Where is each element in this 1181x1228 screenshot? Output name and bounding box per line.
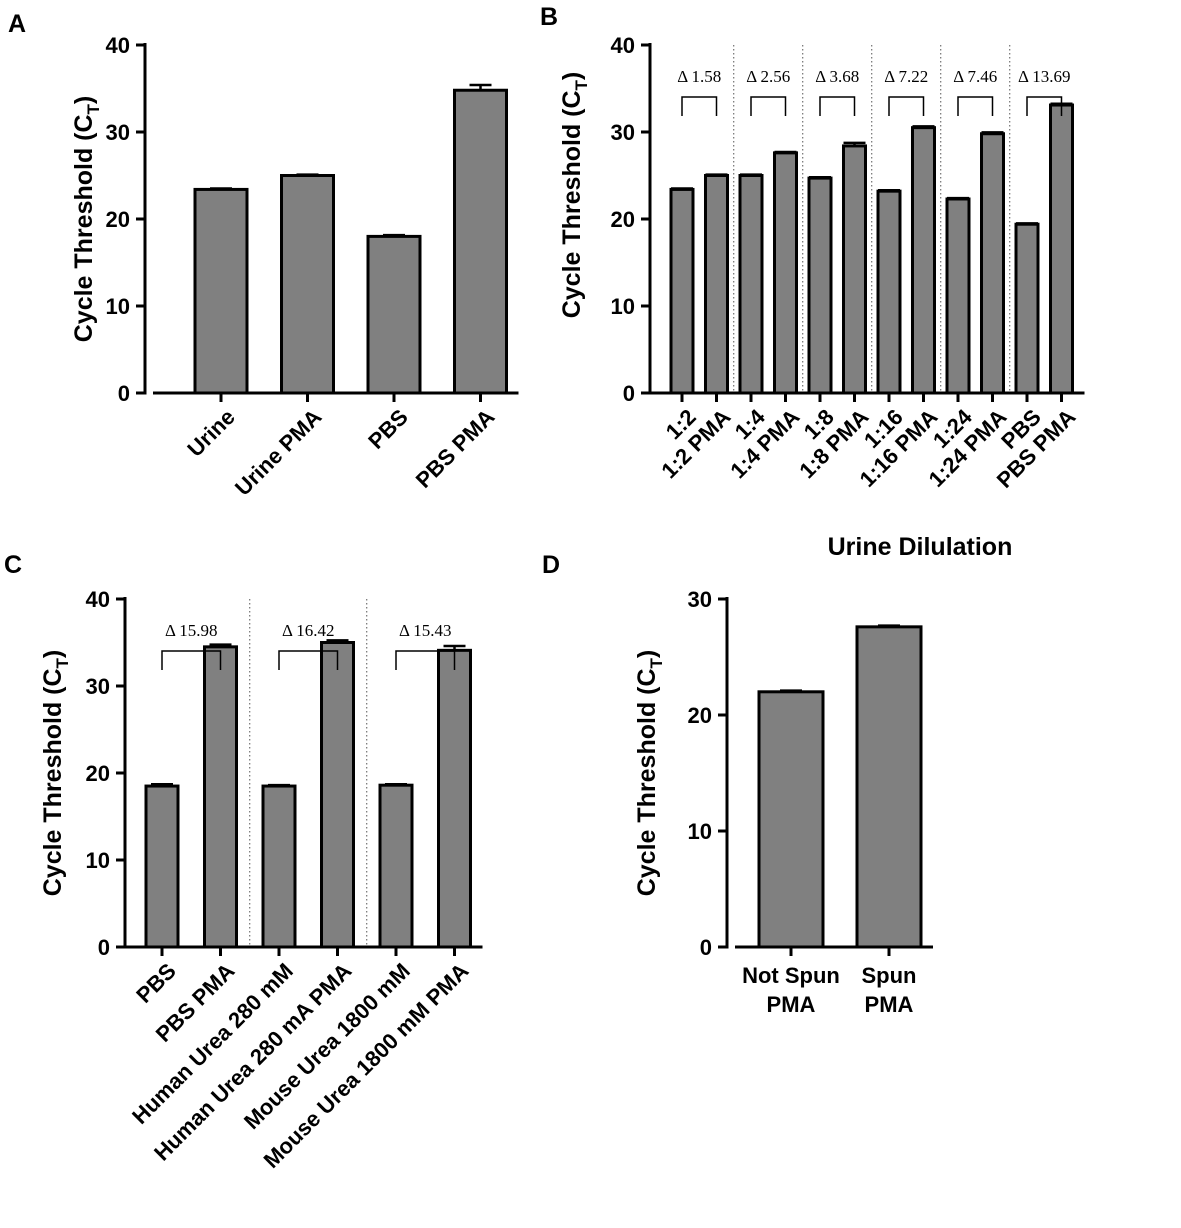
bar bbox=[193, 187, 249, 395]
y-tick-label: 30 bbox=[106, 120, 130, 145]
panel-a: A Cycle Threshold (CT) 0 10 20 30 40 UrineUrine… bbox=[8, 10, 519, 501]
panel-letter: B bbox=[540, 3, 558, 31]
y-axis-label-main: Cycle Threshold (C bbox=[558, 90, 586, 318]
x-category-label: PMA bbox=[767, 992, 816, 1017]
delta-bracket bbox=[278, 650, 339, 670]
y-axis-label: Cycle Threshold (CT) bbox=[70, 96, 103, 343]
delta-bracket bbox=[957, 96, 994, 116]
bar bbox=[704, 174, 729, 395]
x-category-label: PBS PMA bbox=[411, 404, 500, 493]
x-category-label: Spun bbox=[862, 963, 917, 988]
y-axis-label: Cycle Threshold (CT) bbox=[558, 72, 591, 319]
bar bbox=[378, 783, 414, 949]
panel-letter: A bbox=[8, 10, 26, 38]
y-axis-label: Cycle Threshold (CT) bbox=[633, 650, 666, 897]
y-tick-label: 10 bbox=[106, 294, 130, 319]
y-axis-label-subscript: T bbox=[53, 657, 72, 668]
y-tick-label: 0 bbox=[623, 381, 635, 406]
y-tick-label: 10 bbox=[86, 848, 110, 873]
y-axis-label: Cycle Threshold (CT) bbox=[39, 650, 72, 897]
delta-label: Δ 13.69 bbox=[1018, 67, 1071, 86]
y-axis-label-main: Cycle Threshold (C bbox=[39, 668, 67, 896]
y-tick-label: 30 bbox=[611, 120, 635, 145]
delta-bracket bbox=[395, 650, 456, 670]
delta-bracket bbox=[819, 96, 856, 116]
bar bbox=[773, 151, 798, 395]
x-category-label: Not Spun bbox=[742, 963, 840, 988]
delta-label: Δ 15.98 bbox=[165, 621, 218, 640]
delta-bracket bbox=[681, 96, 718, 116]
delta-label: Δ 1.58 bbox=[677, 67, 721, 86]
delta-bracket bbox=[750, 96, 787, 116]
x-category-label: 1:2 PMA bbox=[656, 404, 735, 483]
y-tick-label: 20 bbox=[688, 703, 712, 728]
y-tick-label: 40 bbox=[86, 587, 110, 612]
y-tick-label: 30 bbox=[688, 587, 712, 612]
y-tick-label: 10 bbox=[688, 819, 712, 844]
bar bbox=[980, 132, 1005, 395]
bar bbox=[453, 88, 508, 395]
panel-letter: C bbox=[4, 551, 22, 579]
x-category-label: PBS bbox=[363, 404, 413, 454]
x-category-label: PBS bbox=[131, 958, 181, 1008]
bar bbox=[738, 174, 764, 395]
x-category-label: PMA bbox=[865, 992, 914, 1017]
delta-bracket bbox=[888, 96, 925, 116]
y-axis-label-subscript: T bbox=[84, 103, 103, 114]
y-tick-label: 20 bbox=[106, 207, 130, 232]
y-axis-label-subscript: T bbox=[647, 657, 666, 668]
bar bbox=[366, 234, 422, 395]
y-tick-label: 0 bbox=[118, 381, 130, 406]
x-category-label: Urine bbox=[182, 404, 239, 461]
bar bbox=[280, 174, 335, 395]
bar bbox=[1014, 222, 1040, 395]
y-tick-label: 40 bbox=[106, 33, 130, 58]
y-axis-label-close: ) bbox=[633, 650, 661, 658]
delta-label: Δ 16.42 bbox=[282, 621, 335, 640]
bar bbox=[669, 187, 695, 395]
bar bbox=[945, 197, 971, 395]
panel-letter: D bbox=[542, 551, 560, 579]
bar bbox=[1049, 103, 1074, 395]
delta-label: Δ 2.56 bbox=[746, 67, 790, 86]
bar bbox=[876, 189, 902, 395]
bar bbox=[757, 690, 825, 949]
y-tick-label: 0 bbox=[98, 935, 110, 960]
bar bbox=[203, 645, 238, 949]
bar bbox=[261, 784, 297, 949]
bar bbox=[320, 641, 355, 949]
delta-label: Δ 15.43 bbox=[399, 621, 452, 640]
delta-label: Δ 7.22 bbox=[884, 67, 928, 86]
y-axis-label-main: Cycle Threshold (C bbox=[633, 668, 661, 896]
y-tick-label: 30 bbox=[86, 674, 110, 699]
y-axis-label-close: ) bbox=[39, 650, 67, 658]
delta-label: Δ 3.68 bbox=[815, 67, 859, 86]
y-axis-label-close: ) bbox=[558, 72, 586, 80]
bar bbox=[855, 625, 923, 949]
bar bbox=[911, 126, 936, 395]
bar bbox=[842, 144, 867, 395]
delta-bracket bbox=[1026, 96, 1063, 116]
y-axis-label-main: Cycle Threshold (C bbox=[70, 114, 98, 342]
y-tick-label: 0 bbox=[700, 935, 712, 960]
panel-d: D Cycle Threshold (CT) 0 10 20 30 Not Spun PMA S… bbox=[542, 551, 933, 1017]
y-axis-label-close: ) bbox=[70, 96, 98, 104]
delta-bracket bbox=[161, 650, 222, 670]
bar bbox=[437, 648, 472, 949]
x-category-label: 1:4 PMA bbox=[725, 404, 804, 483]
bar bbox=[144, 784, 180, 949]
y-tick-label: 10 bbox=[611, 294, 635, 319]
y-tick-label: 40 bbox=[611, 33, 635, 58]
y-tick-label: 20 bbox=[611, 207, 635, 232]
x-category-label: Urine PMA bbox=[230, 404, 326, 500]
bar bbox=[807, 176, 833, 395]
y-tick-label: 20 bbox=[86, 761, 110, 786]
x-axis-label: Urine Dilulation bbox=[828, 533, 1013, 561]
y-axis-label-subscript: T bbox=[572, 79, 591, 90]
delta-label: Δ 7.46 bbox=[953, 67, 997, 86]
